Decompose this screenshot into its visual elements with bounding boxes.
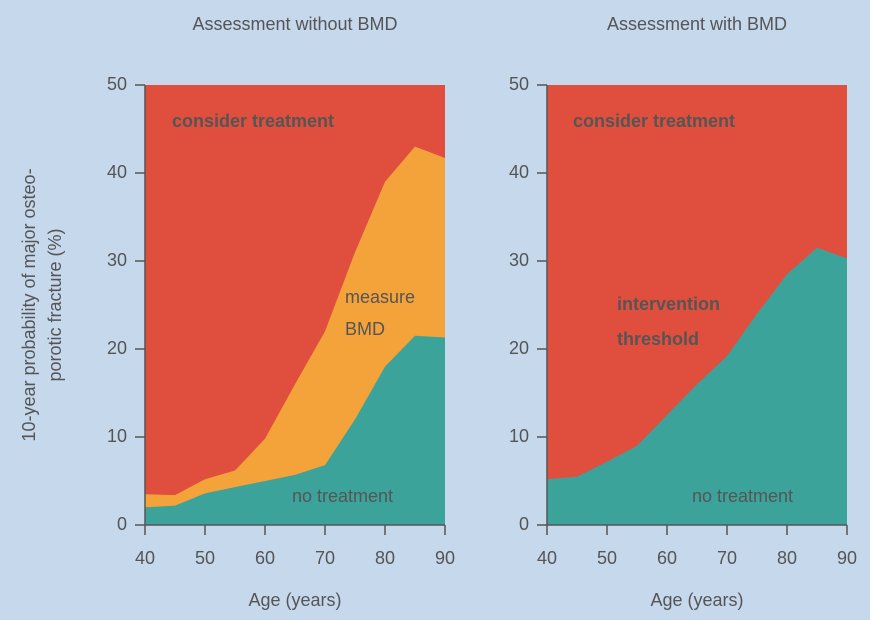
y-tick-label: 20 xyxy=(509,338,529,358)
x-tick-label: 60 xyxy=(255,548,275,568)
x-tick-label: 40 xyxy=(537,548,557,568)
y-tick-label: 40 xyxy=(107,162,127,182)
x-tick-label: 90 xyxy=(837,548,857,568)
area xyxy=(145,335,445,525)
x-tick-label: 80 xyxy=(777,548,797,568)
y-axis-label: 10-year probability of major osteo- xyxy=(19,168,39,441)
series-label-line: measure xyxy=(345,287,420,307)
x-tick-label: 40 xyxy=(135,548,155,568)
y-tick-label: 20 xyxy=(107,338,127,358)
y-tick-label: 40 xyxy=(509,162,529,182)
series-label: measure BMD xyxy=(345,287,420,339)
x-tick-label: 90 xyxy=(435,548,455,568)
annotation: intervention threshold xyxy=(617,294,725,349)
x-tick-label: 50 xyxy=(195,548,215,568)
annotation-line: threshold xyxy=(617,329,699,349)
x-tick-label: 50 xyxy=(597,548,617,568)
y-tick-label: 50 xyxy=(509,74,529,94)
x-tick-label: 80 xyxy=(375,548,395,568)
region-label: consider treatment xyxy=(172,111,334,131)
x-tick-label: 70 xyxy=(717,548,737,568)
y-axis-label: porotic fracture (%) xyxy=(45,228,65,381)
x-axis-label: Age (years) xyxy=(650,590,743,610)
annotation-line: intervention xyxy=(617,294,725,314)
y-tick-label: 50 xyxy=(107,74,127,94)
y-tick-label: 0 xyxy=(117,514,127,534)
y-tick-label: 10 xyxy=(509,426,529,446)
y-tick-label: 30 xyxy=(509,250,529,270)
chart-title: Assessment without BMD xyxy=(192,14,397,34)
series-label: no treatment xyxy=(692,486,793,506)
series-label: no treatment xyxy=(292,486,393,506)
x-tick-label: 70 xyxy=(315,548,335,568)
y-tick-label: 30 xyxy=(107,250,127,270)
y-tick-label: 10 xyxy=(107,426,127,446)
region-label: consider treatment xyxy=(573,111,735,131)
x-tick-label: 60 xyxy=(657,548,677,568)
chart-title: Assessment with BMD xyxy=(607,14,787,34)
x-axis-label: Age (years) xyxy=(248,590,341,610)
y-tick-label: 0 xyxy=(519,514,529,534)
area xyxy=(547,247,847,526)
series-label-line: BMD xyxy=(345,319,385,339)
